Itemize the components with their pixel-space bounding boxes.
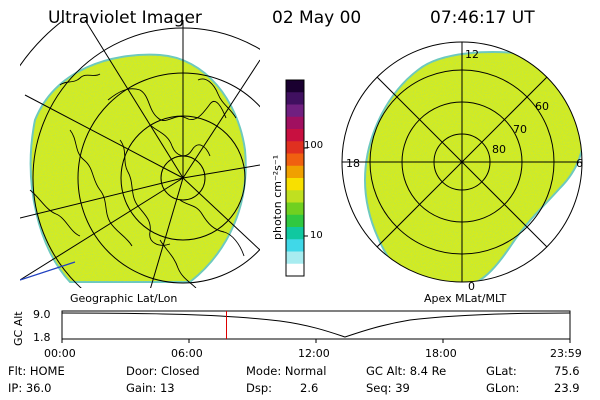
timeline-tick-1800: 18:00 (425, 347, 457, 360)
timeline-tick-1200: 12:00 (298, 347, 330, 360)
colorbar-segment (286, 104, 304, 118)
mlat-label-60: 60 (535, 100, 549, 113)
mlt-label-12: 12 (465, 48, 479, 61)
colorbar-segment (286, 129, 304, 142)
colorbar-segment (286, 141, 304, 154)
geographic-image (20, 20, 260, 288)
coastline-overlay (29, 73, 245, 288)
colorbar-unit-label: photon cm⁻²s⁻¹ (271, 155, 284, 240)
timeline-tick-2359: 23:59 (550, 347, 582, 360)
colorbar-segment (286, 153, 304, 167)
colorbar-segment (286, 92, 304, 105)
ip-value: IP: 36.0 (8, 381, 52, 395)
glon-label: GLon: (486, 381, 520, 395)
altitude-curve (61, 312, 571, 338)
colorbar-segment (286, 239, 304, 252)
dsp-value: 2.6 (300, 381, 319, 395)
timeline-ymin: 1.8 (33, 331, 51, 344)
flight-status: Flt: HOME (8, 364, 65, 378)
date-label: 02 May 00 (272, 8, 362, 28)
timeline-tick-0000: 00:00 (44, 347, 76, 360)
geographic-caption: Geographic Lat/Lon (70, 292, 177, 305)
glon-value: 23.9 (554, 381, 580, 395)
timeline-ymax: 9.0 (33, 308, 51, 321)
colorbar-segment (286, 178, 304, 191)
glat-value: 75.6 (554, 364, 580, 378)
colorbar-segment (286, 263, 304, 277)
magnetic-image (341, 41, 583, 283)
colorbar-tick-100: 100 (304, 140, 323, 151)
mlt-label-0: 0 (468, 280, 475, 293)
apex-caption: Apex MLat/MLT (424, 292, 507, 305)
mlt-label-18: 18 (346, 157, 360, 170)
mlt-label-6: 6 (576, 157, 583, 170)
timeline-ylabel: GC Alt (12, 311, 25, 346)
timeline-tick-0600: 06:00 (171, 347, 203, 360)
dsp-label: Dsp: (246, 381, 273, 395)
altitude-timeline (61, 310, 571, 343)
colorbar-segment (286, 80, 304, 93)
colorbar-segment (286, 202, 304, 216)
time-label: 07:46:17 UT (430, 8, 535, 28)
colorbar (285, 79, 308, 277)
colorbar-tick-10: 10 (310, 230, 323, 241)
colorbar-segment (286, 251, 304, 265)
colorbar-frame (285, 79, 305, 277)
seq-value: Seq: 39 (366, 381, 410, 395)
colorbar-segment (286, 165, 304, 179)
gc-altitude: GC Alt: 8.4 Re (366, 364, 447, 378)
mlat-label-80: 80 (492, 143, 506, 156)
door-status: Door: Closed (126, 364, 200, 378)
mode-value: Mode: Normal (246, 364, 327, 378)
glat-label: GLat: (486, 364, 517, 378)
colorbar-segment (286, 116, 304, 130)
mlat-label-70: 70 (513, 123, 527, 136)
colorbar-segment (286, 227, 304, 240)
colorbar-segment (286, 190, 304, 203)
colorbar-segment (286, 214, 304, 228)
gain-value: Gain: 13 (126, 381, 175, 395)
